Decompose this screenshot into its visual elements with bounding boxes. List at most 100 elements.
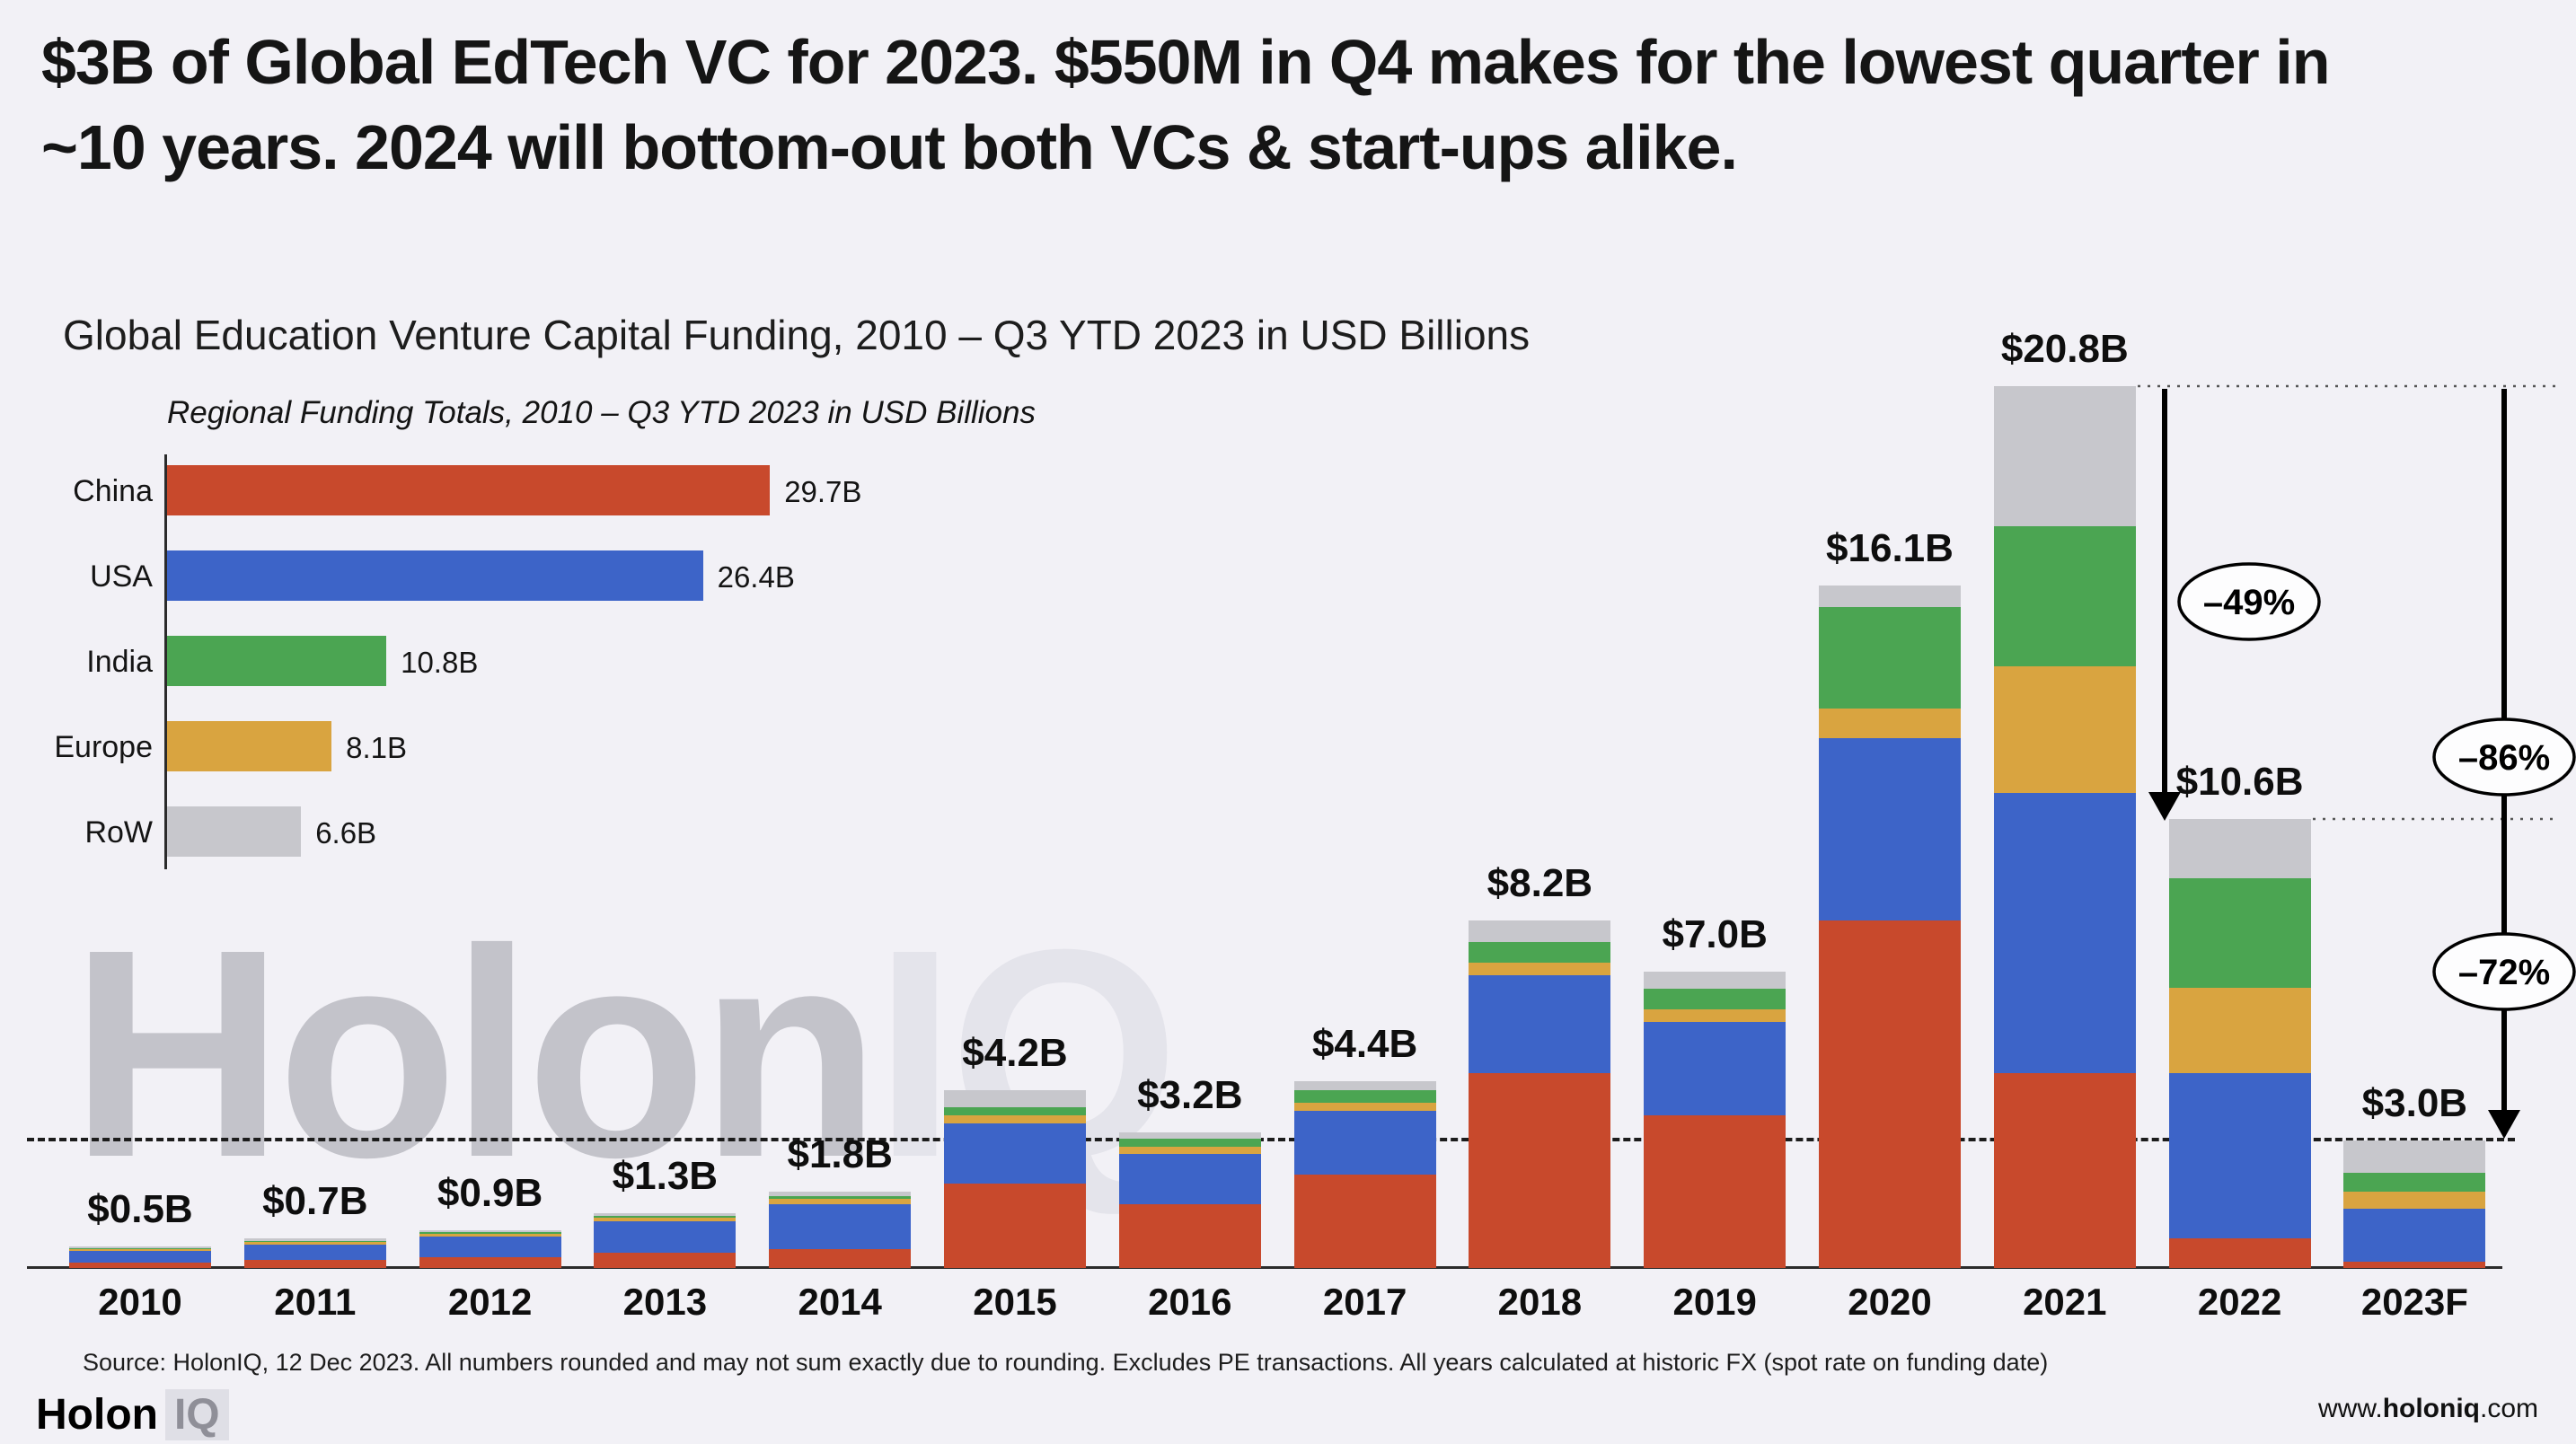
bar-segment-row-2016 (1118, 1132, 1261, 1140)
bar-segment-usa-2011 (243, 1244, 386, 1261)
bar-segment-row-2012 (419, 1229, 561, 1233)
bar-segment-usa-2010 (69, 1251, 211, 1264)
bar-segment-china-2014 (769, 1248, 912, 1268)
bar-2010 (69, 1246, 211, 1268)
inset-category-label-china: China (73, 474, 153, 508)
inset-category-label-usa: USA (90, 559, 153, 594)
bar-segment-row-2021 (1993, 386, 2136, 526)
holoniq-watermark: HolonIQ (70, 905, 1179, 1202)
bar-segment-europe-2023F (2343, 1191, 2486, 1209)
bar-segment-row-2013 (594, 1212, 737, 1216)
x-axis-label-2016: 2016 (1148, 1281, 1232, 1323)
bar-segment-india-2014 (769, 1195, 912, 1200)
bar-total-label-2015: $4.2B (962, 1030, 1068, 1075)
inset-bar-china (167, 465, 771, 515)
x-axis-label-2013: 2013 (622, 1281, 708, 1323)
bar-2019 (1644, 971, 1786, 1268)
website-prefix: www. (2318, 1394, 2383, 1423)
bar-segment-row-2015 (944, 1089, 1086, 1107)
bar-segment-india-2016 (1118, 1139, 1261, 1148)
bar-segment-usa-2018 (1469, 975, 1611, 1073)
watermark-holon: Holon (70, 887, 881, 1219)
inset-chart-title: Regional Funding Totals, 2010 – Q3 YTD 2… (167, 395, 1036, 430)
x-axis-label-2012: 2012 (447, 1281, 533, 1323)
bar-2013 (594, 1212, 737, 1268)
bar-segment-china-2021 (1993, 1072, 2136, 1268)
bar-segment-india-2015 (944, 1106, 1086, 1116)
bar-total-label-2012: $0.9B (437, 1170, 543, 1215)
bar-segment-usa-2017 (1293, 1111, 1436, 1175)
x-axis-label-2017: 2017 (1322, 1281, 1407, 1323)
bar-segment-india-2012 (419, 1232, 561, 1235)
inset-category-label-india: India (86, 645, 153, 679)
x-axis-label-2019: 2019 (1672, 1281, 1757, 1323)
x-axis-label-2015: 2015 (973, 1281, 1057, 1323)
bar-segment-europe-2010 (69, 1249, 211, 1252)
bar-segment-row-2022 (2168, 818, 2311, 878)
x-axis-label-2021: 2021 (2023, 1281, 2107, 1323)
bar-total-label-2023F: $3.0B (2361, 1081, 2468, 1126)
inset-value-label-row: 6.6B (315, 816, 377, 850)
x-axis-label-2018: 2018 (1497, 1281, 1583, 1323)
bar-total-label-2018: $8.2B (1486, 861, 1593, 905)
bar-total-label-2013: $1.3B (612, 1153, 719, 1198)
inset-value-label-india: 10.8B (401, 646, 479, 679)
logo-iq-text: IQ (164, 1389, 229, 1440)
bar-segment-usa-2012 (419, 1237, 561, 1258)
bar-segment-usa-2014 (769, 1204, 912, 1249)
bar-segment-usa-2016 (1118, 1153, 1261, 1205)
bar-2023F (2343, 1140, 2486, 1268)
bar-segment-row-2011 (243, 1238, 386, 1241)
bar-total-label-2011: $0.7B (262, 1179, 368, 1223)
bar-segment-usa-2013 (594, 1221, 737, 1254)
chart-title: Global Education Venture Capital Funding… (63, 312, 1531, 358)
inset-category-label-europe: Europe (54, 730, 153, 764)
bar-segment-usa-2019 (1644, 1022, 1786, 1116)
bar-segment-europe-2020 (1819, 709, 1961, 738)
bar-segment-europe-2011 (243, 1242, 386, 1245)
bar-2015 (944, 1089, 1086, 1268)
bar-2021 (1993, 386, 2136, 1268)
x-axis-line (27, 1266, 2502, 1269)
x-axis-label-2011: 2011 (274, 1281, 357, 1323)
x-axis-label-2020: 2020 (1848, 1281, 1932, 1323)
bar-segment-india-2011 (243, 1240, 386, 1243)
website-suffix: .com (2479, 1394, 2538, 1423)
bar-segment-europe-2013 (594, 1218, 737, 1222)
bar-segment-usa-2020 (1819, 738, 1961, 920)
bar-segment-china-2018 (1469, 1072, 1611, 1269)
source-note: Source: HolonIQ, 12 Dec 2023. All number… (83, 1349, 2049, 1376)
bar-segment-china-2011 (243, 1260, 386, 1268)
bar-total-label-2022: $10.6B (2175, 759, 2304, 804)
bar-segment-row-2019 (1644, 971, 1786, 989)
bar-segment-europe-2015 (944, 1115, 1086, 1124)
bar-2011 (243, 1238, 386, 1268)
inset-value-label-usa: 26.4B (717, 560, 795, 594)
headline: $3B of Global EdTech VC for 2023. $550M … (41, 27, 2330, 183)
inset-bar-india (167, 636, 387, 686)
bar-segment-india-2020 (1819, 606, 1961, 709)
x-axis-label-2023F: 2023F (2360, 1281, 2468, 1323)
holoniq-logo: Holon IQ (36, 1389, 229, 1440)
bar-2017 (1293, 1081, 1436, 1268)
bar-total-label-2020: $16.1B (1826, 526, 1954, 571)
bar-segment-india-2021 (1993, 526, 2136, 666)
bar-segment-europe-2019 (1644, 1009, 1786, 1023)
logo-holon-text: Holon (36, 1391, 158, 1439)
inset-category-label-row: RoW (84, 815, 153, 850)
bar-segment-europe-2022 (2168, 988, 2311, 1073)
bar-segment-india-2018 (1469, 941, 1611, 964)
bar-segment-europe-2014 (769, 1199, 912, 1205)
bar-2020 (1819, 586, 1961, 1268)
bar-segment-europe-2021 (1993, 665, 2136, 794)
website-link[interactable]: www.holoniq.com (2318, 1394, 2538, 1424)
bar-2022 (2168, 818, 2311, 1268)
bar-segment-india-2010 (69, 1248, 211, 1250)
bar-segment-india-2017 (1293, 1089, 1436, 1103)
bar-segment-row-2023F (2343, 1140, 2486, 1173)
bar-segment-row-2017 (1293, 1081, 1436, 1090)
bar-2016 (1118, 1132, 1261, 1268)
bar-segment-china-2016 (1118, 1204, 1261, 1268)
